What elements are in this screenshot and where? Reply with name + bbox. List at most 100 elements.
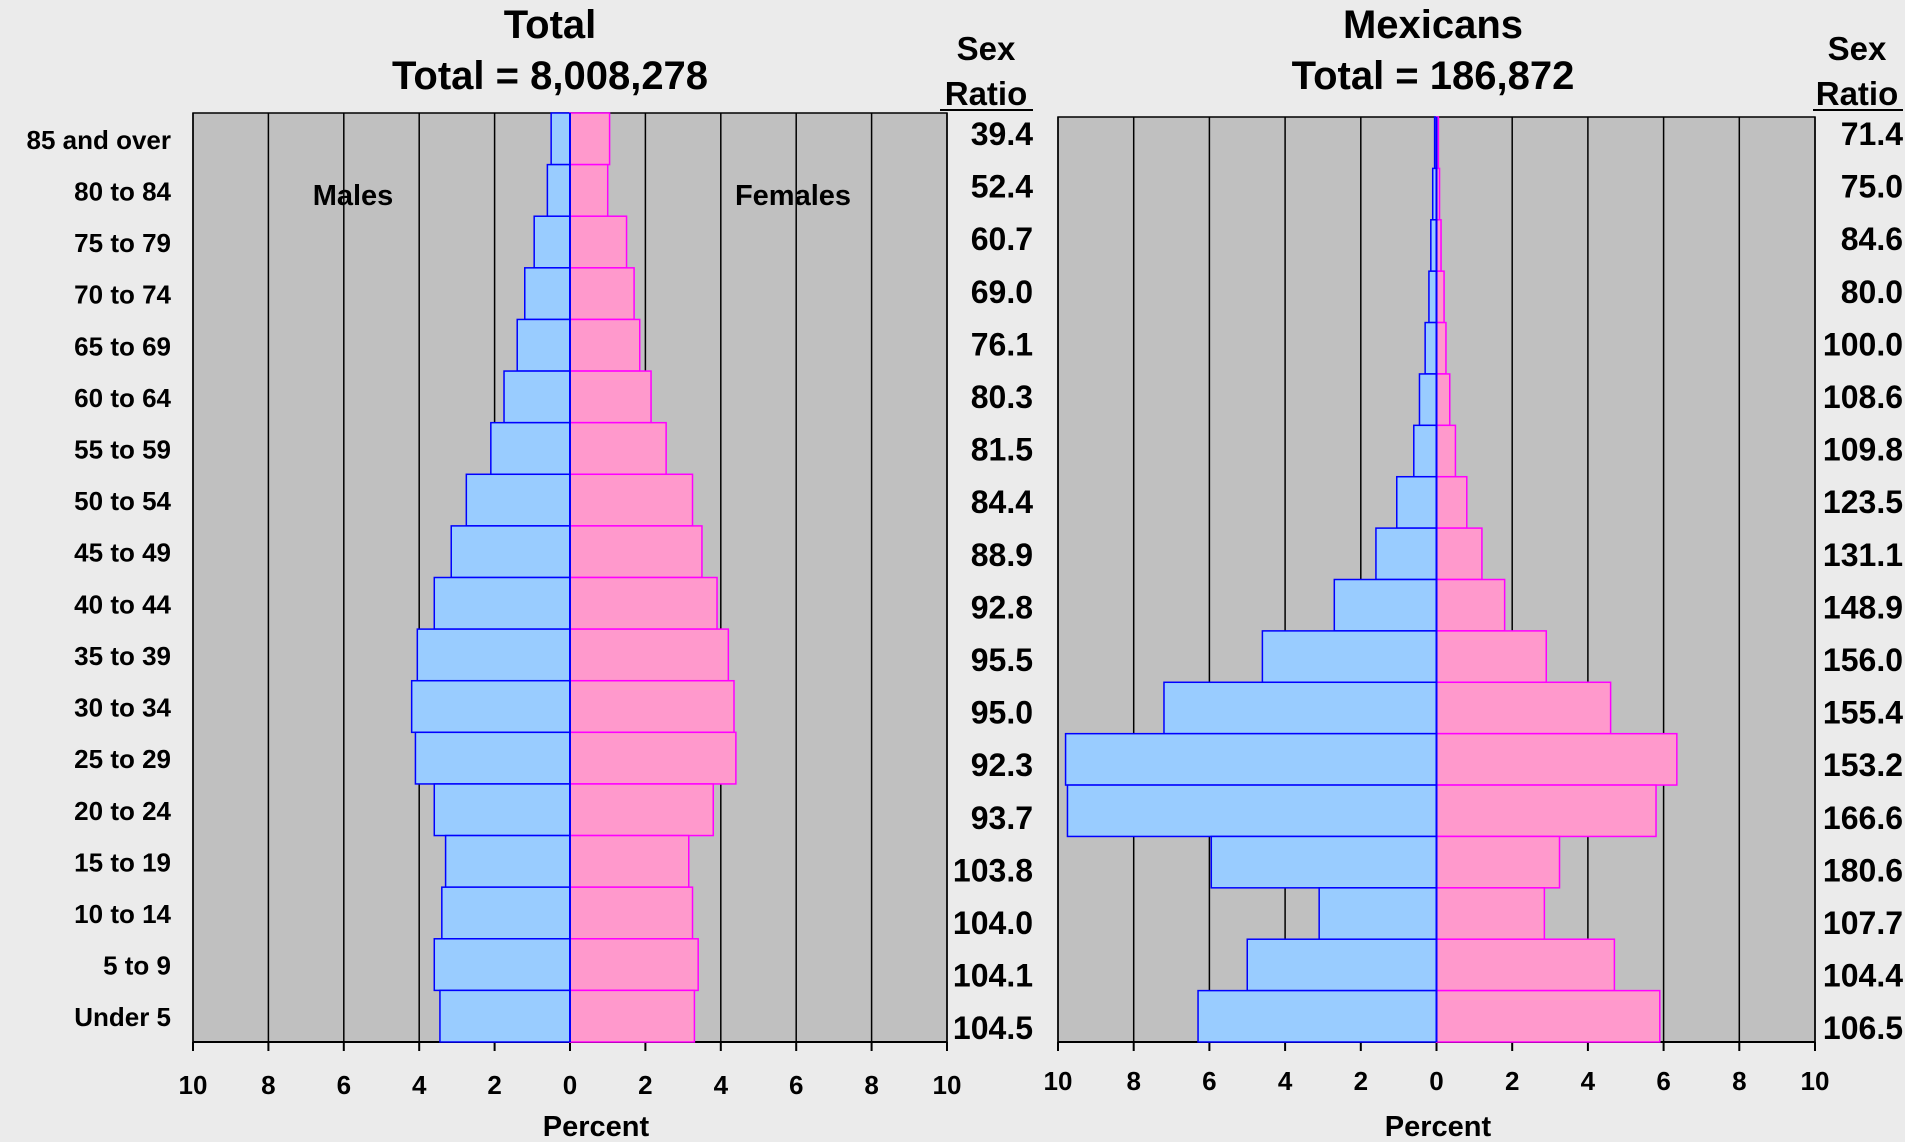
female-bar [1435, 887, 1546, 940]
x-tick-label: 4 [1278, 1066, 1293, 1096]
mexicans-title: Mexicans [1343, 3, 1523, 47]
x-tick-label: 0 [1429, 1066, 1443, 1096]
female-bar [569, 163, 609, 217]
males-annotation: Males [313, 180, 394, 212]
female-bar [569, 318, 641, 372]
age-group-label: 75 to 79 [74, 228, 171, 258]
x-tick-label: 6 [337, 1070, 351, 1100]
sex-ratio-value: 93.7 [971, 800, 1033, 836]
sex-ratio-value: 106.5 [1823, 1010, 1903, 1046]
male-bar [441, 886, 571, 940]
x-tick-label: 8 [1732, 1066, 1746, 1096]
sex-ratio-value: 71.4 [1841, 116, 1903, 152]
sex-ratio-value: 104.4 [1823, 958, 1903, 994]
total-pyramid-panel: Total Total = 8,008,278 Males Females Se… [26, 3, 1033, 1142]
x-tick-label: 4 [1581, 1066, 1596, 1096]
male-bar [465, 473, 571, 527]
age-group-label: 35 to 39 [74, 641, 171, 671]
x-tick-label: 4 [714, 1070, 729, 1100]
total-sex-ratio-header-line1: Sex [957, 30, 1016, 67]
female-bar [1435, 630, 1548, 684]
sex-ratio-value: 103.8 [953, 852, 1033, 888]
mexicans-pyramid-panel: Mexicans Total = 186,872 Sex Ratio 71.47… [1044, 3, 1904, 1142]
x-tick-label: 2 [1354, 1066, 1368, 1096]
male-bar [433, 783, 571, 837]
female-bar [569, 525, 703, 579]
male-bar [1333, 578, 1438, 632]
female-bar [1435, 938, 1616, 992]
male-bar [1424, 321, 1438, 375]
sex-ratio-value: 60.7 [971, 221, 1033, 257]
sex-ratio-value: 39.4 [971, 116, 1033, 152]
mexicans-sex-ratios: 71.4 75.0 84.6 80.0 100.0 108.6 109.8 123.5 131.… [1823, 116, 1903, 1046]
female-bar [569, 731, 737, 785]
x-tick-label: 6 [1656, 1066, 1670, 1096]
male-bar [1418, 373, 1438, 427]
female-bar [1435, 835, 1561, 889]
x-tick-label: 10 [1044, 1066, 1073, 1096]
female-bar [569, 628, 730, 682]
male-bar [444, 834, 571, 888]
mexicans-x-axis-label: Percent [1385, 1111, 1492, 1142]
age-group-label: 5 to 9 [103, 951, 171, 981]
sex-ratio-value: 131.1 [1823, 537, 1903, 573]
sex-ratio-value: 156.0 [1823, 642, 1903, 678]
female-bar [1435, 578, 1506, 632]
female-bar [1435, 989, 1661, 1043]
male-bar [516, 318, 571, 372]
female-bar [569, 112, 611, 166]
x-tick-label: 0 [563, 1070, 577, 1100]
sex-ratio-value: 148.9 [1823, 589, 1903, 625]
x-tick-label: 10 [1801, 1066, 1830, 1096]
male-bar [503, 370, 571, 424]
sex-ratio-value: 108.6 [1823, 379, 1903, 415]
sex-ratio-value: 166.6 [1823, 800, 1903, 836]
sex-ratio-value: 80.0 [1841, 274, 1903, 310]
mexicans-bars [1064, 116, 1678, 1043]
x-tick-label: 8 [864, 1070, 878, 1100]
sex-ratio-value: 95.5 [971, 642, 1033, 678]
male-bar [1375, 527, 1438, 581]
male-bar [524, 267, 571, 321]
female-bar [1435, 321, 1447, 375]
sex-ratio-value: 95.0 [971, 695, 1033, 731]
male-bar [1318, 887, 1438, 940]
x-tick-label: 10 [933, 1070, 962, 1100]
female-bar [1435, 784, 1657, 838]
age-group-label: 85 and over [26, 125, 171, 155]
x-tick-label: 2 [487, 1070, 501, 1100]
male-bar [1396, 475, 1438, 529]
female-bar [569, 473, 694, 527]
age-group-label: 15 to 19 [74, 847, 171, 877]
sex-ratio-value: 123.5 [1823, 484, 1903, 520]
females-annotation: Females [735, 180, 851, 212]
sex-ratio-value: 104.1 [953, 958, 1033, 994]
sex-ratio-value: 88.9 [971, 537, 1033, 573]
female-bar [1435, 527, 1483, 581]
male-bar [433, 576, 571, 630]
age-group-label: 30 to 34 [74, 693, 171, 723]
sex-ratio-value: 153.2 [1823, 747, 1903, 783]
x-tick-label: 2 [638, 1070, 652, 1100]
sex-ratio-value: 69.0 [971, 274, 1033, 310]
male-bar [1428, 270, 1438, 324]
sex-ratio-value: 80.3 [971, 379, 1033, 415]
female-bar [569, 679, 735, 734]
x-tick-label: 6 [789, 1070, 803, 1100]
female-bar [1435, 475, 1468, 529]
female-bar [569, 267, 635, 321]
age-group-label: Under 5 [74, 1002, 171, 1032]
x-tick-label: 2 [1505, 1066, 1519, 1096]
age-group-label: 65 to 69 [74, 331, 171, 361]
male-bar [490, 421, 571, 476]
total-subtitle: Total = 8,008,278 [392, 54, 708, 98]
male-bar [433, 938, 571, 992]
female-bar [1435, 270, 1445, 324]
female-bar [569, 989, 696, 1043]
sex-ratio-value: 92.8 [971, 589, 1033, 625]
female-bar [569, 215, 628, 269]
sex-ratio-value: 81.5 [971, 432, 1033, 468]
x-tick-label: 8 [261, 1070, 275, 1100]
female-bar [569, 370, 652, 424]
